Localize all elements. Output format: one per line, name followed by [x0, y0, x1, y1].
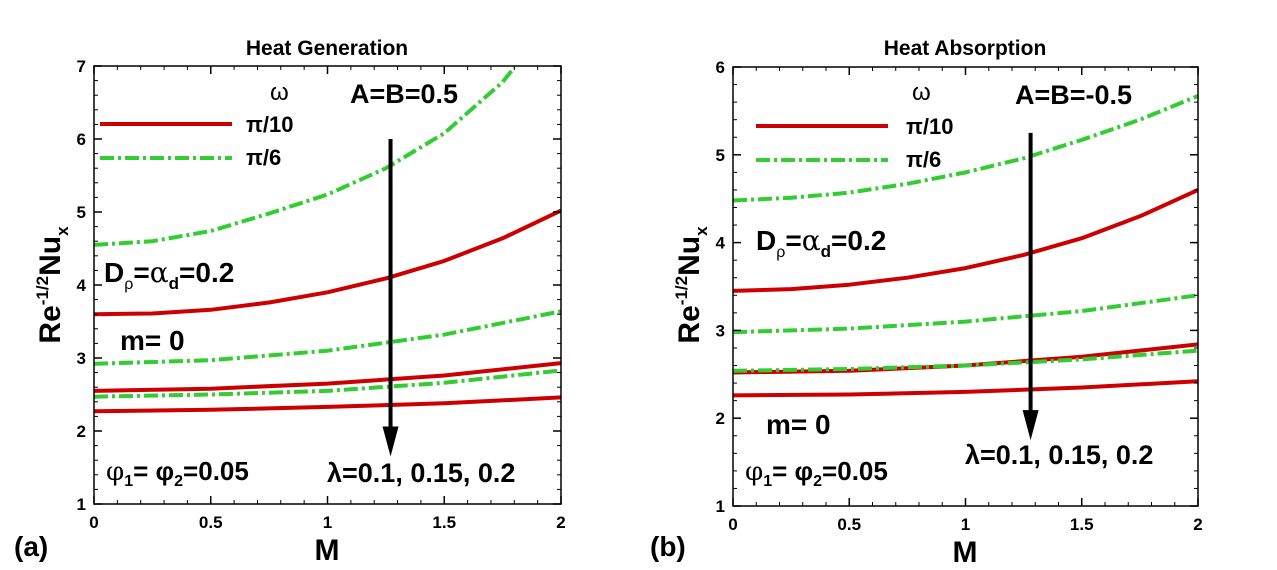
y-tick-label: 1	[716, 497, 725, 516]
x-tick-label: 0	[728, 515, 737, 534]
x-tick-label: 0	[89, 513, 98, 532]
series-line	[733, 348, 1198, 373]
y-tick-label: 6	[716, 58, 725, 77]
series-line	[94, 66, 516, 247]
ylabel-sup: -1/2	[672, 276, 691, 305]
annotation-phi: φ1= φ2=0.05	[745, 456, 888, 490]
series-line	[733, 293, 1198, 335]
x-tick-label: 0.5	[837, 515, 861, 534]
annotation-m: m= 0	[120, 325, 185, 356]
xlabel: M	[953, 536, 978, 569]
legend-title: ω	[270, 79, 289, 106]
annotation-phi: φ1= φ2=0.05	[106, 456, 249, 490]
annotation-d: Dρ=αd=0.2	[104, 256, 234, 293]
x-tick-label: 1	[323, 513, 332, 532]
ylabel: Re-1/2Nux	[672, 226, 711, 344]
y-tick-label: 1	[77, 495, 86, 514]
x-tick-label: 1.5	[432, 513, 456, 532]
ylabel-sub: x	[53, 226, 72, 236]
legend-label: π/10	[246, 112, 293, 137]
annotation-lambda: λ=0.1, 0.15, 0.2	[327, 458, 515, 488]
legend-label: π/6	[906, 147, 941, 172]
y-tick-label: 3	[716, 321, 725, 340]
y-tick-label: 3	[77, 349, 86, 368]
y-tick-label: 6	[77, 130, 86, 149]
ylabel-main: Nu	[34, 236, 67, 276]
chart-panel-a: Heat Generation 0 0.5 1 1.5 2 1 2 3 4 5 6 7 Re-1/2N…	[14, 37, 566, 567]
series-line	[733, 94, 1198, 203]
panel-label: (a)	[14, 531, 48, 562]
legend-label: π/10	[906, 114, 953, 139]
chart-title: Heat Generation	[246, 37, 408, 60]
y-tick-label: 2	[77, 422, 86, 441]
series-line	[94, 368, 561, 399]
annotation-d: Dρ=αd=0.2	[756, 224, 886, 261]
y-tick-label: 7	[77, 57, 86, 76]
ylabel-base: Re	[34, 305, 67, 343]
x-tick-label: 0.5	[199, 513, 223, 532]
trend-arrow-head	[1022, 410, 1039, 441]
chart-title: Heat Absorption	[884, 37, 1047, 60]
y-tick-label: 5	[77, 203, 86, 222]
y-tick-label: 2	[716, 409, 725, 428]
x-tick-label: 2	[1193, 515, 1202, 534]
series-line	[94, 395, 561, 414]
x-tick-label: 1.5	[1070, 515, 1094, 534]
y-tick-label: 4	[77, 276, 87, 295]
plot-area: 0 0.5 1 1.5 2 1 2 3 4 5 6	[716, 58, 1203, 534]
chart-panel-b: Heat Absorption 0 0.5 1 1.5 2 1 2 3 4 5 6 Re-1/2Nu…	[650, 37, 1203, 569]
xlabel: M	[315, 534, 340, 567]
annotation-lambda: λ=0.1, 0.15, 0.2	[965, 440, 1153, 470]
x-tick-label: 2	[556, 513, 565, 532]
legend-label: π/6	[246, 145, 281, 170]
y-tick-label: 4	[716, 234, 726, 253]
trend-arrow-head	[382, 426, 399, 457]
legend-title: ω	[912, 79, 931, 106]
series-line	[94, 361, 561, 393]
annotation-m: m= 0	[766, 409, 831, 440]
ylabel-sub: x	[692, 226, 711, 236]
axes-frame	[93, 65, 562, 505]
series-line	[94, 309, 561, 366]
y-tick-label: 5	[716, 146, 725, 165]
axes-frame	[732, 66, 1199, 507]
series-line	[733, 379, 1198, 398]
annotation-ab: A=B=-0.5	[1015, 80, 1132, 110]
ylabel-main: Nu	[673, 236, 706, 276]
annotation-ab: A=B=0.5	[350, 79, 458, 109]
series-line	[733, 188, 1198, 293]
x-tick-label: 1	[961, 515, 970, 534]
ylabel-base: Re	[673, 305, 706, 343]
panel-label: (b)	[650, 531, 686, 562]
series-line	[94, 208, 561, 317]
ylabel-sup: -1/2	[33, 276, 52, 305]
ylabel: Re-1/2Nux	[33, 226, 72, 344]
